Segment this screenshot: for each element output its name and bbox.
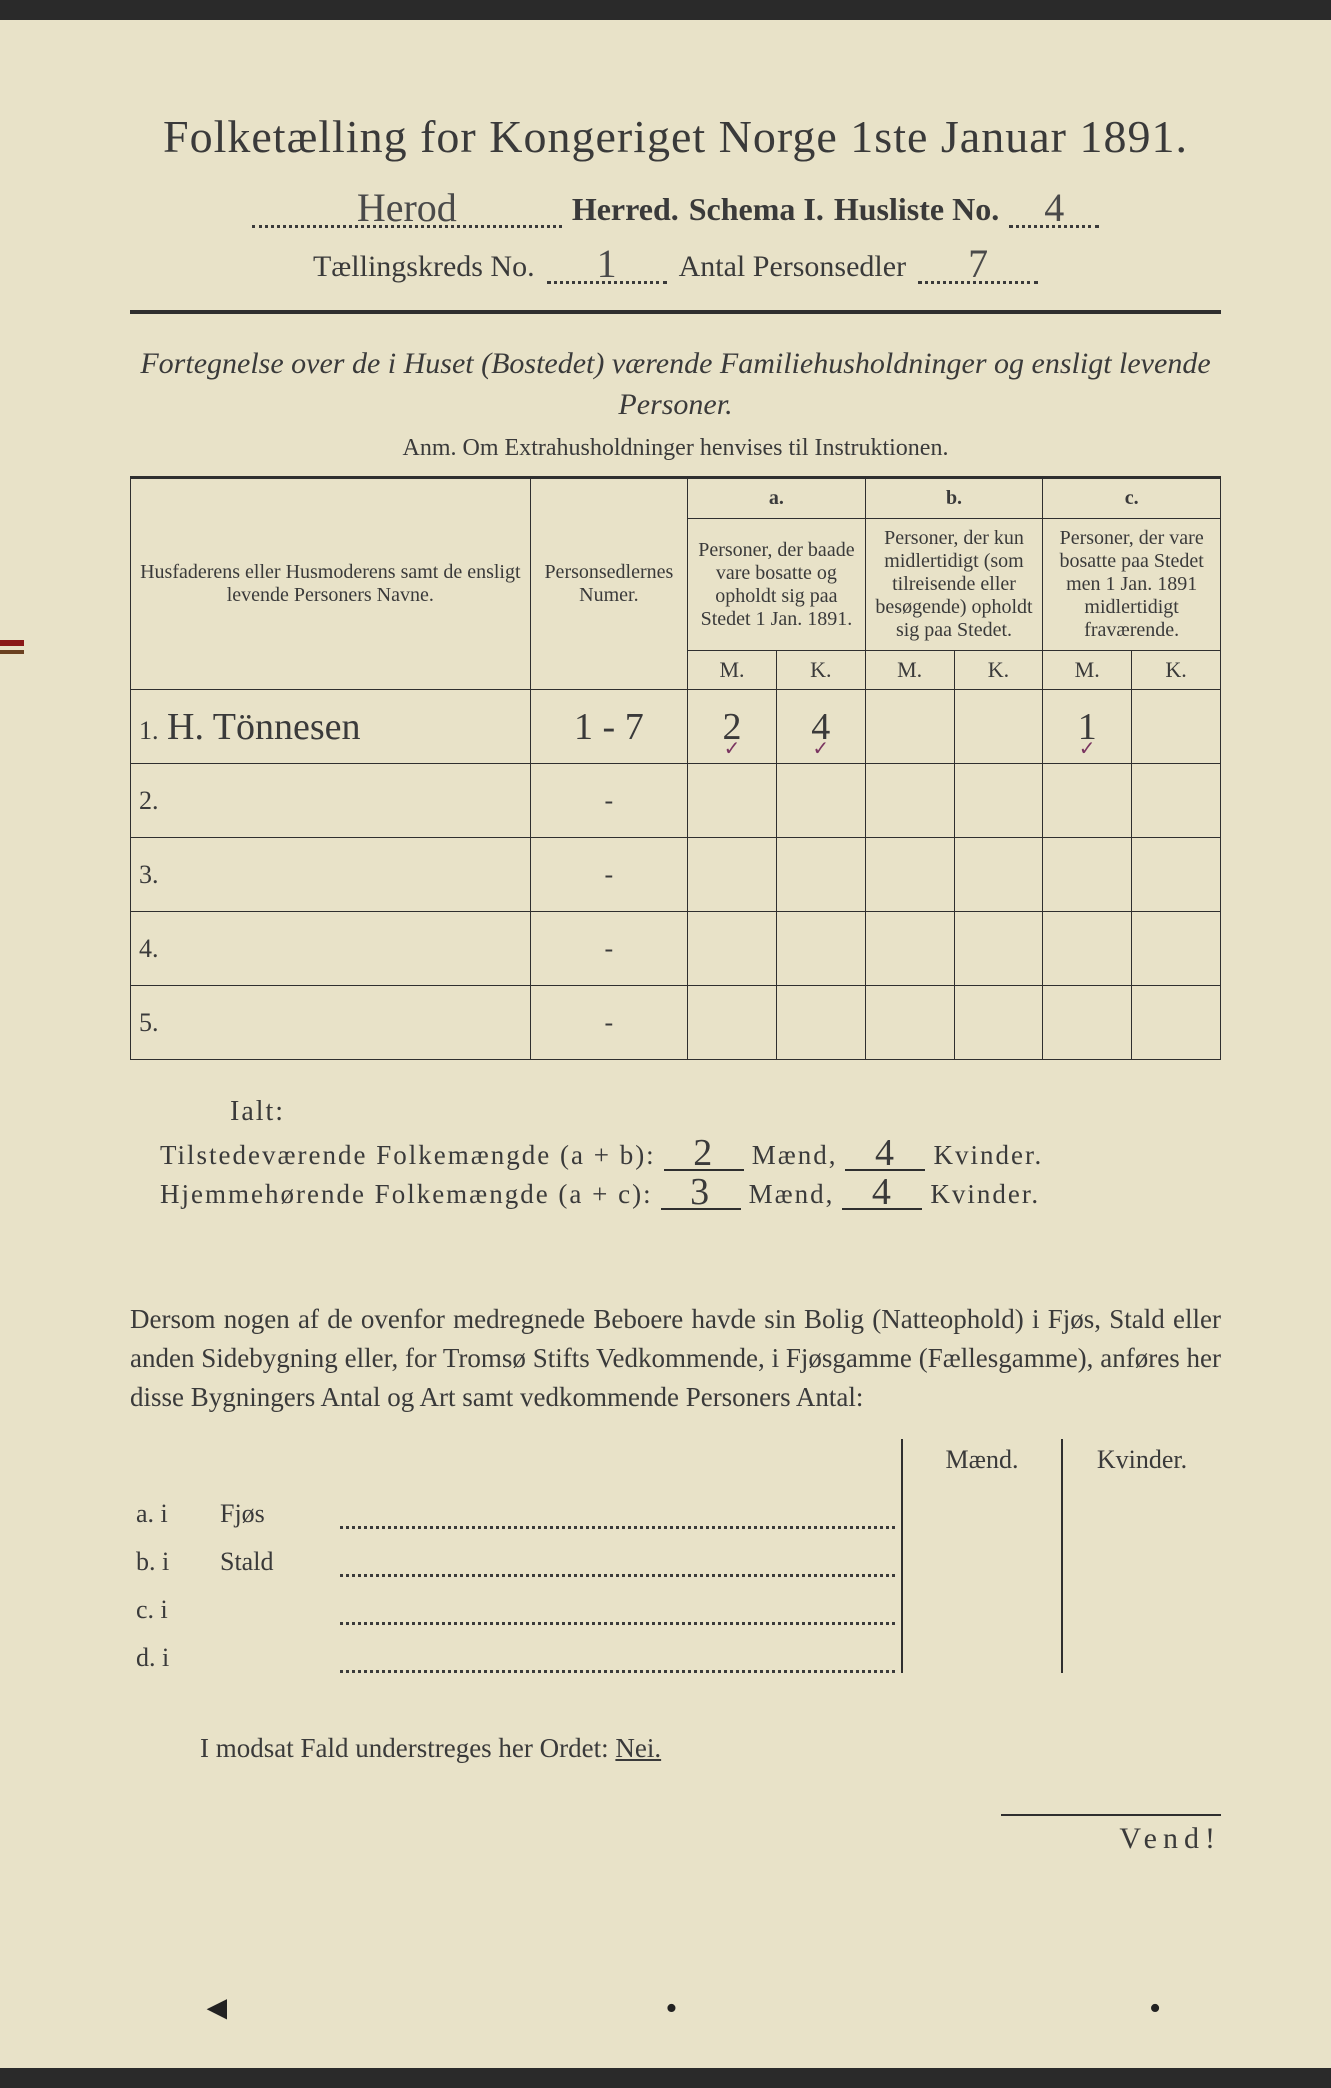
col-b-k: K. [954,651,1043,690]
herred-field: Herod [252,198,562,228]
kvinder-col-header: Kvinder. [1061,1439,1221,1481]
vend-label: Vend! [1001,1814,1221,1856]
col-name-header: Husfaderens eller Husmoderens samt de en… [131,479,531,690]
buildings-table: Mænd. Kvinder. a. i Fjøs b. i Stald c. i… [130,1439,1221,1673]
ap-field: 7 [918,254,1038,284]
ap-label: Antal Personsedler [679,250,906,284]
building-row: d. i [130,1625,1221,1673]
total-ac: Hjemmehørende Folkemængde (a + c): 3 Mæn… [160,1179,1221,1210]
col-a-m: M. [688,651,777,690]
table-body: 1.H. Tönnesen 1 - 7 2✓ 4✓ 1✓ 2. - 3. - 4… [131,690,1221,1060]
col-a-label: a. [688,479,866,519]
col-a-header: Personer, der baade vare bosatte og opho… [688,519,866,651]
header-line-2: Herod Herred. Schema I. Husliste No. 4 [130,191,1221,228]
col-num-header: Personsedlernes Numer. [530,479,687,690]
col-a-k: K. [776,651,865,690]
anm-text: Anm. Om Extrahusholdninger henvises til … [130,435,1221,462]
table-row: 2. - [131,764,1221,838]
total-ab: Tilstedeværende Folkemængde (a + b): 2 M… [160,1140,1221,1171]
col-c-label: c. [1043,479,1221,519]
tk-label: Tællingskreds No. [313,250,535,284]
intro-text: Fortegnelse over de i Huset (Bostedet) v… [130,344,1221,425]
table-row: 3. - [131,838,1221,912]
col-c-m: M. [1043,651,1132,690]
building-row: c. i [130,1577,1221,1625]
col-c-header: Personer, der vare bosatte paa Stedet me… [1043,519,1221,651]
buildings-header: Mænd. Kvinder. [130,1439,1221,1481]
rule-thick [130,310,1221,314]
table-row: 4. - [131,912,1221,986]
husliste-field: 4 [1009,198,1099,228]
col-b-m: M. [865,651,954,690]
husliste-value: 4 [1044,184,1064,231]
row1-name: H. Tönnesen [167,706,361,748]
census-form-page: Folketælling for Kongeriget Norge 1ste J… [0,20,1331,2068]
header-line-3: Tællingskreds No. 1 Antal Personsedler 7 [130,250,1221,284]
building-row: b. i Stald [130,1529,1221,1577]
building-row: a. i Fjøs [130,1481,1221,1529]
census-table: Husfaderens eller Husmoderens samt de en… [130,478,1221,1060]
page-title: Folketælling for Kongeriget Norge 1ste J… [130,110,1221,163]
tk-field: 1 [547,254,667,284]
col-c-k: K. [1132,651,1221,690]
punch-mark-icon: ◄ [200,1990,234,2028]
herred-value: Herod [357,184,457,231]
col-b-header: Personer, der kun midlertidigt (som tilr… [865,519,1043,651]
maend-col-header: Mænd. [901,1439,1061,1481]
col-b-label: b. [865,479,1043,519]
ap-value: 7 [968,240,988,287]
punch-mark-icon: • [1149,1990,1161,2028]
tk-value: 1 [597,240,617,287]
nei-word: Nei. [615,1733,661,1763]
nei-line: I modsat Fald understreges her Ordet: Ne… [200,1733,1221,1764]
husliste-label: Husliste No. [834,191,999,228]
schema-label: Schema I. [689,191,824,228]
ialt-label: Ialt: [230,1096,1221,1128]
punch-mark-icon: • [666,1990,678,2028]
table-row: 5. - [131,986,1221,1060]
instruction-paragraph: Dersom nogen af de ovenfor medregnede Be… [130,1300,1221,1417]
table-row: 1.H. Tönnesen 1 - 7 2✓ 4✓ 1✓ [131,690,1221,764]
herred-label: Herred. [572,191,679,228]
